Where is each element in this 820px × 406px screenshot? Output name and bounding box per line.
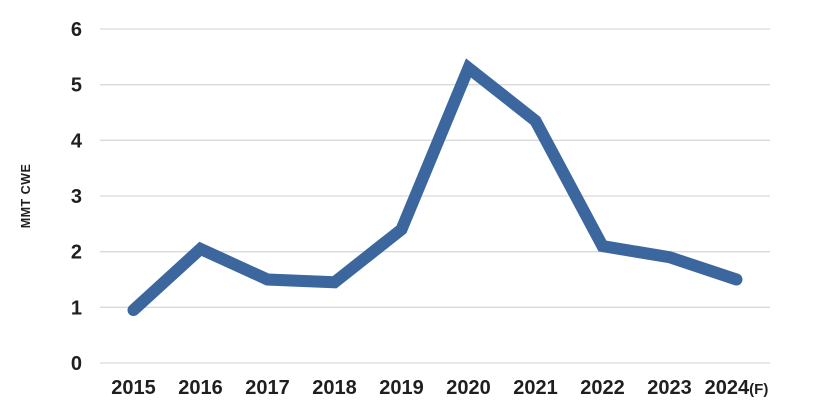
x-tick-label: 2023 xyxy=(647,377,692,399)
x-tick-label: 2015 xyxy=(111,377,156,399)
y-tick-label: 1 xyxy=(71,297,82,319)
x-tick-label: 2020 xyxy=(446,377,491,399)
y-axis-title: MMT CWE xyxy=(19,164,33,229)
y-tick-label: 2 xyxy=(71,242,82,264)
x-tick-label: 2017 xyxy=(245,377,290,399)
x-tick-label: 2022 xyxy=(580,377,625,399)
data-line-series xyxy=(127,58,743,317)
y-tick-label: 6 xyxy=(71,19,82,41)
y-tick-label: 5 xyxy=(71,75,82,97)
x-tick-label: 2024(F) xyxy=(705,377,769,399)
y-tick-label: 3 xyxy=(71,186,82,208)
y-tick-label: 4 xyxy=(71,130,83,152)
x-tick-label: 2018 xyxy=(312,377,357,399)
x-tick-label: 2016 xyxy=(178,377,223,399)
y-tick-label: 0 xyxy=(71,353,82,375)
x-tick-label: 2021 xyxy=(513,377,558,399)
x-tick-label: 2019 xyxy=(379,377,424,399)
